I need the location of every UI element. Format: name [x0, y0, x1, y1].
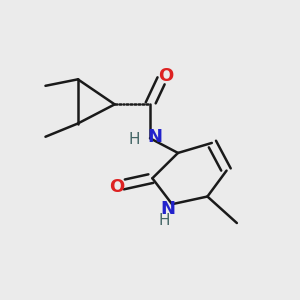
- Text: N: N: [161, 200, 176, 218]
- Text: H: H: [158, 213, 170, 228]
- Text: O: O: [158, 67, 173, 85]
- Text: O: O: [110, 178, 124, 196]
- Text: H: H: [128, 132, 140, 147]
- Text: N: N: [147, 128, 162, 146]
